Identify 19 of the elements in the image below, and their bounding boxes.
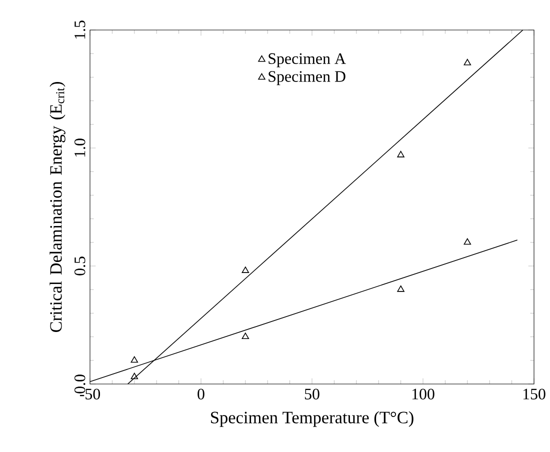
y-axis-title: Critical Delamination Energy (E$_{crit}$) xyxy=(50,82,66,332)
x-tick-label: 150 xyxy=(523,388,546,400)
point xyxy=(464,58,472,66)
legend-label: Specimen D xyxy=(268,71,346,86)
point xyxy=(130,356,138,363)
point xyxy=(130,372,138,380)
x-axis-title: Specimen Temperature (T°C) xyxy=(211,411,414,427)
point xyxy=(242,332,250,340)
x-tick-label: 50 xyxy=(304,388,320,400)
point xyxy=(464,238,472,245)
point xyxy=(397,285,404,292)
legend-label: Specimen A xyxy=(268,53,346,68)
y-tick-label: 1.0 xyxy=(74,138,86,157)
x-tick-label: 0 xyxy=(198,388,204,400)
y-tick-label: 1.5 xyxy=(74,20,86,39)
point xyxy=(397,150,404,158)
point xyxy=(242,266,250,273)
x-tick-label: 100 xyxy=(412,388,434,400)
y-tick-label: 0.5 xyxy=(74,256,86,276)
